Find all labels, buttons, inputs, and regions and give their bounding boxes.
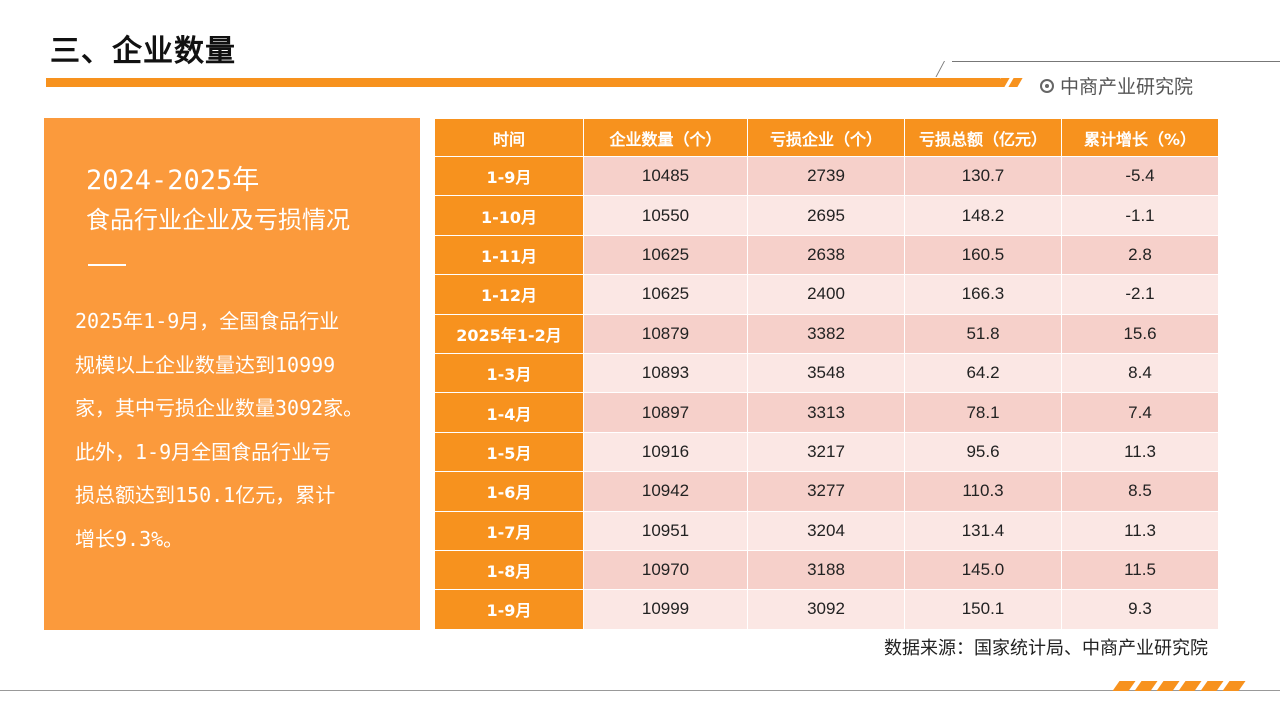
cell-loss-enterprises: 2638 [747, 234, 905, 276]
cell-enterprise-count: 10550 [583, 195, 748, 236]
cell-time: 1-8月 [434, 549, 584, 591]
cell-time: 1-3月 [434, 352, 584, 394]
cell-loss-enterprises: 3382 [747, 313, 905, 354]
data-source-note: 数据来源：国家统计局、中商产业研究院 [884, 638, 1208, 659]
table-header-row: 时间 企业数量（个） 亏损企业（个） 亏损总额（亿元） 累计增长（%） [434, 118, 1219, 157]
cell-cumulative-growth: 7.4 [1061, 392, 1219, 433]
cell-loss-enterprises: 2400 [747, 274, 905, 315]
cell-total-loss: 95.6 [904, 431, 1062, 473]
table-row: 1-5月 10916 3217 95.6 11.3 [434, 431, 1219, 473]
cell-time: 1-7月 [434, 510, 584, 551]
cell-total-loss: 148.2 [904, 195, 1062, 236]
data-table-container: 时间 企业数量（个） 亏损企业（个） 亏损总额（亿元） 累计增长（%） 1-9月… [434, 118, 1219, 630]
header-enterprise-count: 企业数量（个） [583, 118, 748, 157]
cell-cumulative-growth: 8.5 [1061, 471, 1219, 512]
table-row: 1-8月 10970 3188 145.0 11.5 [434, 549, 1219, 591]
cell-time: 1-9月 [434, 589, 584, 630]
cell-cumulative-growth: 11.5 [1061, 549, 1219, 591]
cell-total-loss: 130.7 [904, 155, 1062, 197]
summary-panel: 2024-2025年 食品行业企业及亏损情况 2025年1-9月，全国食品行业 … [44, 118, 420, 630]
cell-loss-enterprises: 3313 [747, 392, 905, 433]
cell-cumulative-growth: 9.3 [1061, 589, 1219, 630]
cell-total-loss: 78.1 [904, 392, 1062, 433]
table-row: 1-12月 10625 2400 166.3 -2.1 [434, 274, 1219, 315]
cell-total-loss: 160.5 [904, 234, 1062, 276]
table-row: 2025年1-2月 10879 3382 51.8 15.6 [434, 313, 1219, 354]
table-row: 1-6月 10942 3277 110.3 8.5 [434, 471, 1219, 512]
table-row: 1-7月 10951 3204 131.4 11.3 [434, 510, 1219, 551]
cell-loss-enterprises: 3092 [747, 589, 905, 630]
header-loss-enterprises: 亏损企业（个） [747, 118, 905, 157]
cell-time: 1-10月 [434, 195, 584, 236]
cell-enterprise-count: 10879 [583, 313, 748, 354]
cell-time: 1-9月 [434, 155, 584, 197]
cell-enterprise-count: 10625 [583, 234, 748, 276]
cell-time: 1-12月 [434, 274, 584, 315]
cell-loss-enterprises: 3204 [747, 510, 905, 551]
footer-rule [0, 690, 1280, 691]
cell-enterprise-count: 10970 [583, 549, 748, 591]
header-time: 时间 [434, 118, 584, 157]
brand-logo: 中商产业研究院 [1040, 72, 1193, 99]
panel-title-topic: 食品行业企业及亏损情况 [86, 206, 350, 234]
cell-total-loss: 150.1 [904, 589, 1062, 630]
cell-time: 1-4月 [434, 392, 584, 433]
cell-cumulative-growth: 11.3 [1061, 431, 1219, 473]
cell-cumulative-growth: 15.6 [1061, 313, 1219, 354]
cell-total-loss: 166.3 [904, 274, 1062, 315]
cell-time: 1-5月 [434, 431, 584, 473]
page-title: 三、企业数量 [50, 34, 236, 69]
cell-cumulative-growth: 11.3 [1061, 510, 1219, 551]
cell-loss-enterprises: 3188 [747, 549, 905, 591]
cell-total-loss: 64.2 [904, 352, 1062, 394]
header-slash-decoration [995, 78, 1023, 87]
circle-dot-icon [1040, 78, 1054, 93]
table-row: 1-11月 10625 2638 160.5 2.8 [434, 234, 1219, 276]
cell-loss-enterprises: 2739 [747, 155, 905, 197]
table-row: 1-3月 10893 3548 64.2 8.4 [434, 352, 1219, 394]
header-cumulative-growth: 累计增长（%） [1061, 118, 1219, 157]
cell-enterprise-count: 10999 [583, 589, 748, 630]
cell-enterprise-count: 10916 [583, 431, 748, 473]
cell-enterprise-count: 10897 [583, 392, 748, 433]
header-rule-diagonal [935, 61, 945, 77]
header-accent-bar [46, 78, 1000, 87]
cell-total-loss: 131.4 [904, 510, 1062, 551]
brand-name: 中商产业研究院 [1060, 76, 1194, 98]
cell-enterprise-count: 10485 [583, 155, 748, 197]
cell-loss-enterprises: 2695 [747, 195, 905, 236]
cell-loss-enterprises: 3277 [747, 471, 905, 512]
cell-enterprise-count: 10951 [583, 510, 748, 551]
cell-enterprise-count: 10625 [583, 274, 748, 315]
panel-title-year: 2024-2025年 [86, 165, 260, 196]
cell-time: 1-11月 [434, 234, 584, 276]
cell-time: 2025年1-2月 [434, 313, 584, 354]
table-row: 1-9月 10999 3092 150.1 9.3 [434, 589, 1219, 630]
table-row: 1-10月 10550 2695 148.2 -1.1 [434, 195, 1219, 236]
header-rule [952, 61, 1280, 62]
cell-time: 1-6月 [434, 471, 584, 512]
cell-total-loss: 110.3 [904, 471, 1062, 512]
cell-total-loss: 145.0 [904, 549, 1062, 591]
panel-body-text: 2025年1-9月，全国食品行业 规模以上企业数量达到10999 家，其中亏损企… [75, 309, 364, 551]
table-row: 1-9月 10485 2739 130.7 -5.4 [434, 155, 1219, 197]
cell-enterprise-count: 10893 [583, 352, 748, 394]
cell-cumulative-growth: -5.4 [1061, 155, 1219, 197]
cell-total-loss: 51.8 [904, 313, 1062, 354]
cell-cumulative-growth: 8.4 [1061, 352, 1219, 394]
footer-slash-decoration [1112, 681, 1246, 691]
enterprise-data-table: 时间 企业数量（个） 亏损企业（个） 亏损总额（亿元） 累计增长（%） 1-9月… [434, 118, 1219, 630]
header-total-loss: 亏损总额（亿元） [904, 118, 1062, 157]
cell-loss-enterprises: 3217 [747, 431, 905, 473]
cell-cumulative-growth: -1.1 [1061, 195, 1219, 236]
panel-divider [88, 264, 126, 266]
cell-cumulative-growth: -2.1 [1061, 274, 1219, 315]
cell-loss-enterprises: 3548 [747, 352, 905, 394]
table-row: 1-4月 10897 3313 78.1 7.4 [434, 392, 1219, 433]
cell-enterprise-count: 10942 [583, 471, 748, 512]
cell-cumulative-growth: 2.8 [1061, 234, 1219, 276]
